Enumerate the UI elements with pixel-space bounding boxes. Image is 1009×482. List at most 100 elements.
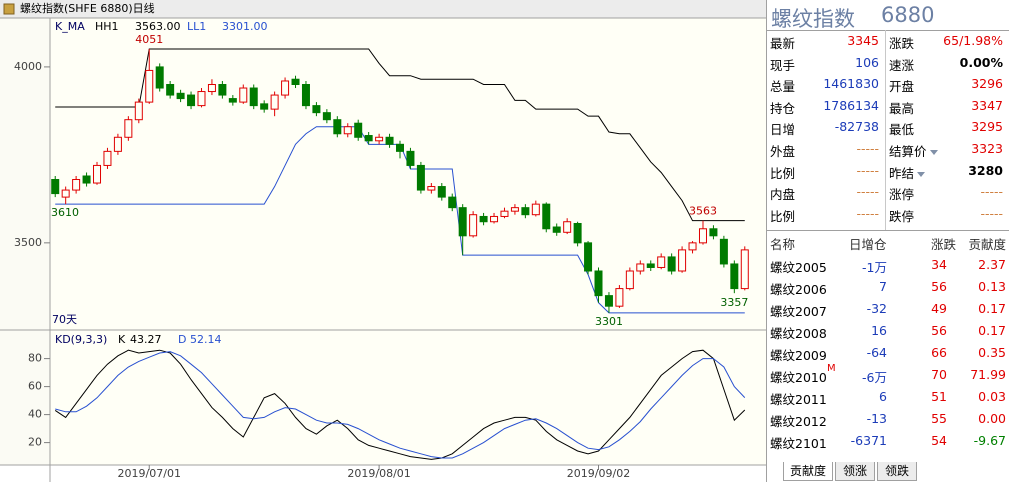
candle-body: [207, 84, 216, 93]
extreme-label: 3301: [595, 315, 623, 328]
quote-value: -82738: [834, 119, 879, 135]
candle-body: [187, 94, 196, 107]
quote-value: 3296: [971, 76, 1003, 92]
quote-label: 现手: [770, 57, 796, 73]
legend-value: 52.14: [190, 333, 222, 346]
legend-value: 3563.00: [135, 20, 181, 33]
legend-name: LL1: [187, 20, 206, 33]
y-tick-label: 20: [28, 436, 42, 449]
series-line: [54, 349, 746, 460]
dropdown-arrow[interactable]: [917, 171, 926, 177]
quote-value: 1786134: [823, 97, 879, 113]
table-cell: -32: [866, 301, 887, 316]
candle-body: [176, 92, 185, 100]
candle-body: [531, 203, 540, 216]
candle-body: [197, 91, 206, 107]
candle-body: [72, 179, 81, 191]
quote-value: 3345: [847, 33, 879, 48]
dropdown-arrow[interactable]: [929, 150, 938, 155]
quote-label: 开盘: [889, 79, 915, 95]
candle-body: [301, 84, 310, 107]
y-tick-label: 80: [28, 352, 42, 365]
title-icon: [3, 3, 15, 15]
y-tick-label: 4000: [14, 60, 42, 73]
column-header: 贡献度: [968, 237, 1006, 252]
table-cell: 0.03: [978, 389, 1006, 404]
quote-label: 总量: [770, 79, 796, 95]
candle-body: [730, 263, 739, 290]
series-line: [55, 48, 745, 222]
table-cell: 66: [931, 345, 947, 360]
candle-body: [166, 84, 175, 96]
candle-body: [145, 69, 154, 103]
table-cell: 螺纹2011: [770, 392, 827, 407]
extreme-label: 3610: [51, 206, 79, 219]
candle-body: [103, 150, 112, 166]
quote-value: 1461830: [823, 76, 879, 92]
table-cell: 56: [931, 279, 947, 294]
candle-body: [698, 228, 707, 244]
quote-label: 跌停: [889, 208, 915, 224]
quote-value: 3280: [968, 162, 1003, 178]
candle-body: [584, 242, 593, 272]
table-cell: 51: [931, 389, 947, 404]
axis-area: [0, 18, 50, 465]
candle-body: [427, 186, 436, 191]
extreme-label: 4051: [135, 33, 163, 46]
indicator-name: K_MA: [55, 20, 85, 33]
candle-body: [61, 189, 70, 198]
candle-body: [82, 175, 91, 184]
candle-body: [124, 119, 133, 138]
table-cell: -6万: [862, 370, 887, 385]
legend-name: HH1: [95, 20, 119, 33]
quote-label: 最低: [889, 122, 915, 138]
candle-body: [667, 256, 676, 272]
quote-label: 外盘: [770, 144, 796, 159]
candle-body: [437, 186, 446, 198]
quote-panel: 螺纹指数 6880 最新 3345 涨跌 65/1.98% 现手 106 速涨 0.00% 总量 14…: [766, 0, 1009, 482]
candle-body: [490, 215, 499, 223]
table-cell: 螺纹2012: [770, 414, 827, 429]
candle-body: [615, 288, 624, 307]
table-cell: -13: [866, 411, 887, 426]
table-cell: 螺纹2008: [770, 326, 827, 341]
candle-body: [469, 214, 478, 237]
table-cell: 34: [931, 257, 947, 272]
candle-body: [636, 263, 645, 272]
panel-code: 6880: [881, 3, 935, 27]
chart: 螺纹指数(SHFE 6880)日线 K_MA KD(9,3,3) HH1 3563…: [0, 0, 766, 482]
candle-body: [93, 164, 102, 184]
candle-body: [343, 126, 352, 135]
chart-title: 螺纹指数(SHFE 6880)日线: [20, 1, 155, 15]
candle-body: [406, 150, 415, 166]
quote-value: -----: [980, 184, 1003, 200]
tab[interactable]: 领跌: [877, 462, 917, 481]
table-cell: 0.17: [978, 323, 1006, 338]
candle-body: [364, 135, 373, 142]
quote-value: -----: [856, 141, 879, 156]
y-tick-label: 60: [28, 380, 42, 393]
extreme-label: 3357: [720, 296, 748, 309]
candle-body: [291, 78, 300, 86]
table-cell: 49: [931, 301, 947, 316]
quote-label: 比例: [770, 208, 796, 224]
candle-body: [646, 263, 655, 268]
table-cell: 0.00: [978, 411, 1006, 426]
candle-body: [563, 221, 572, 233]
quote-value: 3347: [971, 97, 1003, 113]
quote-value: 3295: [971, 119, 1003, 135]
candle-body: [239, 87, 248, 103]
tab[interactable]: 领涨: [835, 462, 875, 481]
table-cell: 螺纹2009: [770, 348, 827, 363]
candle-body: [709, 228, 718, 237]
divider: [767, 30, 1009, 31]
candle-body: [281, 80, 290, 96]
candle-body: [688, 242, 697, 251]
kd-title: KD(9,3,3): [55, 333, 107, 346]
tab[interactable]: 贡献度: [783, 462, 833, 481]
table-cell: 56: [931, 323, 947, 338]
series-line: [55, 351, 746, 459]
quote-value: 106: [855, 54, 879, 70]
quote-value: -----: [856, 162, 879, 178]
column-header: 名称: [770, 237, 796, 252]
